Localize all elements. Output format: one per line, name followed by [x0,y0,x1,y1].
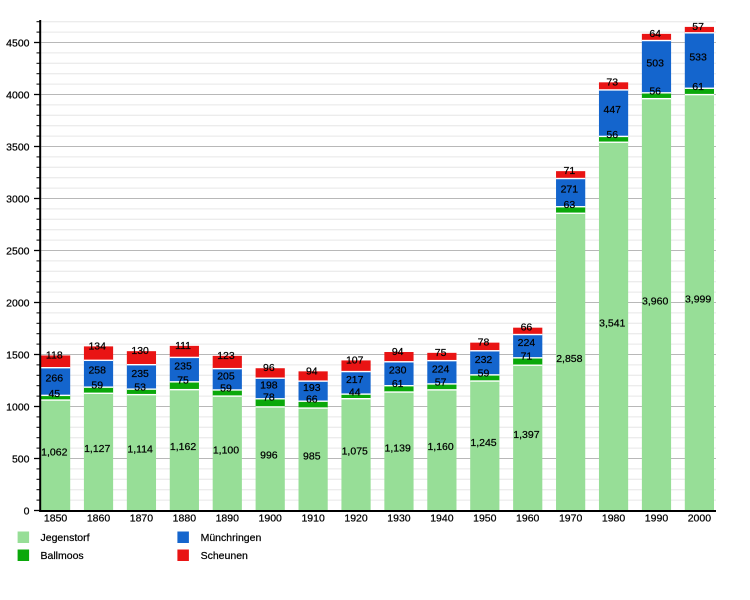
svg-text:96: 96 [263,362,275,374]
svg-text:985: 985 [303,450,321,462]
svg-text:3,960: 3,960 [642,296,668,308]
svg-text:118: 118 [46,349,63,361]
svg-text:1500: 1500 [6,349,30,361]
svg-text:996: 996 [260,450,278,462]
svg-text:Jegenstorf: Jegenstorf [41,532,90,544]
svg-text:3,999: 3,999 [685,294,711,306]
svg-text:1900: 1900 [259,513,283,525]
svg-text:1860: 1860 [87,513,111,525]
svg-text:447: 447 [603,104,621,116]
svg-text:2500: 2500 [6,245,30,257]
svg-text:56: 56 [649,85,661,97]
svg-text:1870: 1870 [130,513,154,525]
svg-text:1850: 1850 [44,513,68,525]
svg-text:78: 78 [478,337,490,349]
svg-text:1,397: 1,397 [513,429,539,441]
svg-text:61: 61 [692,81,704,93]
svg-text:235: 235 [131,368,149,380]
svg-text:53: 53 [134,382,146,394]
svg-text:1,139: 1,139 [385,442,411,454]
svg-text:3,541: 3,541 [599,317,625,329]
svg-text:2000: 2000 [6,297,30,309]
svg-text:232: 232 [475,354,493,366]
svg-text:45: 45 [48,388,60,400]
svg-text:217: 217 [346,374,364,386]
svg-text:224: 224 [432,363,450,375]
svg-text:1,062: 1,062 [41,446,67,458]
svg-text:107: 107 [346,354,364,366]
svg-text:1880: 1880 [173,513,197,525]
svg-text:59: 59 [478,367,490,379]
svg-text:78: 78 [263,391,275,403]
svg-text:57: 57 [692,21,704,33]
svg-text:1990: 1990 [645,513,669,525]
svg-text:63: 63 [563,199,575,211]
svg-text:130: 130 [131,345,149,357]
svg-text:1920: 1920 [344,513,368,525]
svg-text:61: 61 [392,378,404,390]
svg-text:94: 94 [392,346,404,358]
svg-text:205: 205 [217,370,235,382]
svg-text:230: 230 [389,365,407,377]
svg-text:134: 134 [88,340,106,352]
svg-text:266: 266 [46,373,64,385]
svg-text:1,162: 1,162 [170,441,196,453]
svg-text:56: 56 [606,129,618,141]
svg-text:1,160: 1,160 [427,441,453,453]
svg-text:66: 66 [306,394,318,406]
svg-text:2,858: 2,858 [556,353,582,365]
svg-text:1910: 1910 [301,513,325,525]
svg-text:533: 533 [689,52,707,64]
svg-text:1970: 1970 [559,513,583,525]
svg-text:1930: 1930 [387,513,411,525]
svg-text:0: 0 [24,505,30,517]
svg-text:500: 500 [12,453,30,465]
svg-text:271: 271 [561,184,579,196]
svg-text:Münchringen: Münchringen [201,532,262,544]
svg-text:Ballmoos: Ballmoos [41,550,84,562]
svg-text:57: 57 [435,376,447,388]
svg-text:1,114: 1,114 [127,444,153,456]
svg-text:44: 44 [349,387,361,399]
svg-text:1940: 1940 [430,513,454,525]
svg-text:193: 193 [303,382,321,394]
svg-text:3500: 3500 [6,141,30,153]
svg-text:1980: 1980 [602,513,626,525]
svg-text:198: 198 [260,380,278,392]
svg-text:71: 71 [563,165,575,177]
svg-text:66: 66 [521,322,533,334]
svg-text:1000: 1000 [6,401,30,413]
svg-text:73: 73 [606,76,618,88]
svg-text:1,127: 1,127 [84,443,110,455]
svg-text:75: 75 [435,347,447,359]
svg-text:111: 111 [175,340,191,352]
svg-text:2000: 2000 [688,513,712,525]
svg-text:235: 235 [174,361,192,373]
svg-text:4000: 4000 [6,89,30,101]
svg-text:1950: 1950 [473,513,497,525]
svg-text:75: 75 [177,374,189,386]
svg-text:Scheunen: Scheunen [201,550,248,562]
svg-text:224: 224 [518,337,536,349]
svg-text:3000: 3000 [6,193,30,205]
svg-text:1,100: 1,100 [213,444,239,456]
svg-text:1890: 1890 [216,513,240,525]
svg-text:1960: 1960 [516,513,540,525]
svg-text:59: 59 [220,382,232,394]
svg-text:123: 123 [217,350,235,362]
svg-text:258: 258 [88,365,106,377]
svg-text:1,245: 1,245 [470,437,496,449]
svg-text:59: 59 [91,380,103,392]
svg-text:71: 71 [521,350,533,362]
svg-text:1,075: 1,075 [342,446,368,458]
svg-text:64: 64 [649,28,661,40]
svg-text:503: 503 [646,58,664,70]
svg-text:4500: 4500 [6,37,30,49]
svg-text:94: 94 [306,365,318,377]
